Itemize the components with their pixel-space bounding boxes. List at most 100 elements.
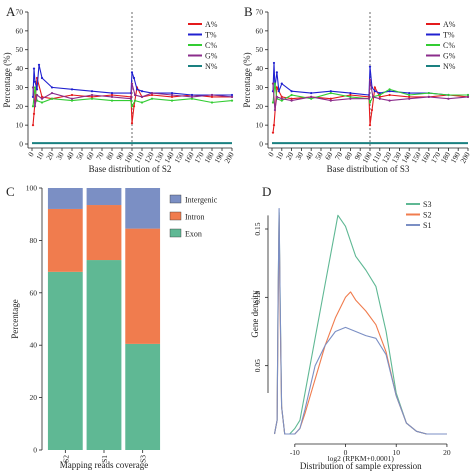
data-point (210, 93, 214, 97)
data-point (272, 124, 276, 127)
data-point (275, 71, 278, 74)
data-point (378, 95, 381, 98)
data-point (33, 105, 37, 108)
bar-segment (86, 205, 122, 261)
x-tick-label: 0 (26, 150, 36, 158)
data-point (373, 90, 376, 93)
y-tick-label: 70 (16, 8, 24, 17)
bar-segment (125, 228, 161, 344)
data-point (388, 88, 391, 91)
legend-label: S2 (423, 211, 431, 220)
x-tick-label: 10 (392, 448, 400, 457)
legend-label: S1 (423, 221, 431, 230)
y-tick-label: 0 (19, 140, 23, 149)
legend-label: C% (443, 41, 455, 50)
data-point (408, 93, 411, 97)
x-tick-label: 90 (114, 150, 126, 161)
legend-label: Exon (185, 230, 202, 239)
data-point (140, 90, 144, 93)
legend-label: G% (443, 52, 456, 61)
data-point (150, 93, 154, 97)
y-tick-label: 0.05 (253, 359, 262, 372)
x-tick-label: 200 (458, 150, 472, 164)
data-point (388, 93, 391, 97)
density-curve (273, 207, 447, 435)
data-point (427, 91, 430, 95)
panel-c: C 0 20 40 60 80 100 S2 S1 S3 Percentage Mapping rea… (6, 184, 218, 471)
data-point (280, 99, 283, 102)
data-point (275, 86, 278, 89)
x-tick-label: S3 (139, 455, 148, 463)
data-point (275, 95, 278, 98)
data-point (447, 97, 450, 100)
series-line (272, 85, 469, 133)
series-line (272, 62, 468, 96)
y-tick-label: 70 (256, 8, 264, 17)
legend-swatch (169, 228, 182, 238)
data-point (230, 93, 234, 97)
data-point (35, 88, 39, 91)
data-point (110, 95, 114, 98)
data-point (31, 105, 35, 108)
x-tick-label: 0 (266, 150, 276, 158)
y-tick-label: 20 (256, 102, 264, 111)
data-point (50, 86, 54, 89)
x-tick-label: 80 (343, 150, 355, 161)
data-point (210, 95, 214, 98)
data-point (130, 71, 134, 74)
x-tick-label: 50 (74, 150, 86, 161)
data-point (271, 131, 275, 134)
y-tick-label: 40 (256, 64, 264, 73)
data-point (280, 82, 283, 85)
data-point (290, 99, 293, 102)
data-point (277, 90, 280, 93)
data-point (140, 95, 144, 98)
data-point (373, 86, 376, 89)
y-tick-label: 60 (16, 26, 24, 35)
data-point (150, 97, 154, 100)
series-line (272, 83, 468, 105)
panel-letter: B (244, 4, 253, 19)
legend-swatch (169, 194, 182, 204)
data-point (170, 99, 174, 102)
y-tick-label: 60 (30, 288, 38, 297)
x-tick-label: S2 (61, 455, 70, 463)
data-point (273, 82, 277, 85)
data-point (273, 108, 277, 112)
x-axis-inner-label: log2 (RPKM+0.0001) (328, 454, 395, 463)
bar-segment (47, 271, 83, 450)
data-point (349, 97, 352, 100)
legend-label: S3 (423, 200, 431, 209)
data-point (40, 97, 44, 100)
data-point (90, 90, 94, 93)
data-point (329, 91, 332, 95)
data-point (388, 90, 391, 93)
data-point (280, 95, 283, 98)
data-point (90, 97, 94, 100)
legend-label: N% (443, 62, 456, 71)
density-curve (273, 212, 447, 435)
data-point (349, 95, 352, 98)
data-point (388, 99, 391, 102)
legend-label: T% (443, 31, 455, 40)
x-tick-label: 90 (352, 150, 364, 161)
data-point (135, 88, 139, 91)
data-point (190, 95, 194, 98)
x-axis-label: Base distribution of S3 (327, 164, 410, 174)
data-point (130, 122, 134, 125)
bar-segment (125, 188, 161, 229)
data-point (130, 82, 134, 85)
data-point (40, 76, 44, 80)
legend-label: Intron (185, 213, 205, 222)
data-point (132, 105, 136, 108)
data-point (140, 101, 144, 104)
data-point (190, 97, 194, 100)
y-tick-label: 30 (256, 83, 264, 92)
data-point (447, 93, 450, 97)
data-point (290, 90, 293, 93)
data-point (132, 76, 136, 80)
data-point (427, 95, 430, 98)
legend-label: A% (205, 20, 218, 29)
data-point (408, 91, 411, 95)
